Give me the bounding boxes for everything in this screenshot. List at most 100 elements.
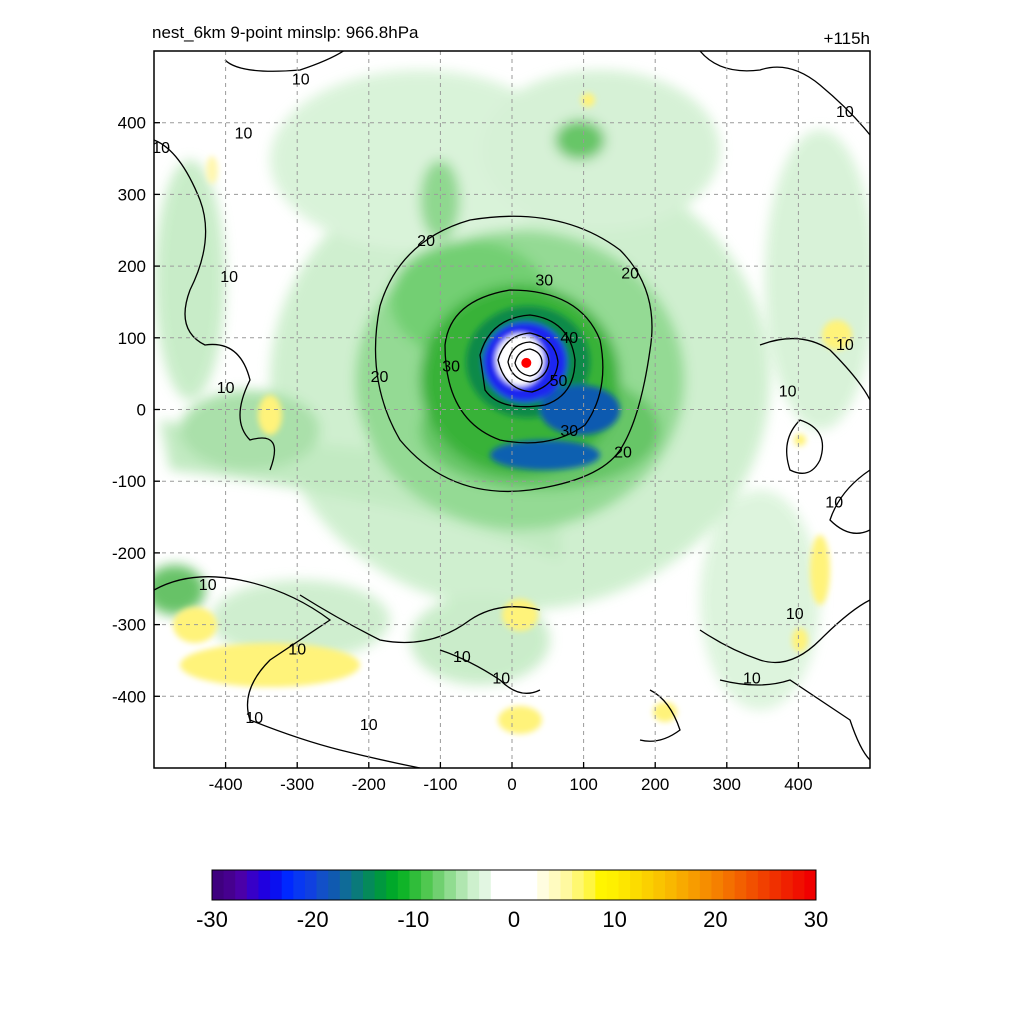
y-tick-label: -400 <box>112 687 146 706</box>
colorbar-swatch <box>630 870 643 900</box>
contour-label: 10 <box>152 140 170 157</box>
contour-label: 30 <box>535 272 553 289</box>
colorbar-swatch <box>467 870 480 900</box>
contour-label: 10 <box>235 125 253 142</box>
colorbar-swatch <box>804 870 817 900</box>
y-tick-label: 100 <box>118 329 146 348</box>
contour-label: 10 <box>288 642 306 659</box>
contour-label: 10 <box>825 495 843 512</box>
colorbar-swatch <box>374 870 387 900</box>
colorbar-swatch <box>665 870 678 900</box>
contour-label: 10 <box>220 269 238 286</box>
colorbar-swatch <box>572 870 585 900</box>
contour-label: 10 <box>779 384 797 401</box>
contour-label: 10 <box>786 606 804 623</box>
y-tick-label: -200 <box>112 544 146 563</box>
contour-label: 20 <box>614 445 632 462</box>
contour-label: 10 <box>292 72 310 89</box>
storm-center-marker <box>521 357 532 368</box>
x-tick-label: -300 <box>280 775 314 794</box>
colorbar-swatch <box>781 870 794 900</box>
colorbar-swatch <box>397 870 410 900</box>
colorbar-swatch <box>339 870 352 900</box>
colorbar-tick-label: 30 <box>804 907 828 932</box>
colorbar-tick-label: 0 <box>508 907 520 932</box>
colorbar-swatch <box>281 870 294 900</box>
colorbar-swatch <box>653 870 666 900</box>
y-axis: 400 300 200 100 0 -100 -200 -300 -400 <box>112 114 160 706</box>
y-tick-label: 300 <box>118 185 146 204</box>
x-tick-label: -100 <box>423 775 457 794</box>
colorbar-swatch <box>479 870 492 900</box>
colorbar-tick-label: -20 <box>297 907 329 932</box>
x-tick-label: 300 <box>713 775 741 794</box>
contour-label: 10 <box>836 337 854 354</box>
contour-label: 10 <box>245 710 263 727</box>
colorbar-swatch <box>316 870 329 900</box>
colorbar-tick-label: -30 <box>196 907 228 932</box>
contour-label: 40 <box>560 330 578 347</box>
contour-label: 10 <box>836 104 854 121</box>
colorbar-ticks: -30 -20 -10 0 10 20 30 <box>196 907 828 932</box>
y-tick-label: 400 <box>118 114 146 133</box>
contour-label: 10 <box>492 670 510 687</box>
contour-label: 10 <box>453 649 471 666</box>
x-tick-label: -200 <box>352 775 386 794</box>
colorbar-swatch <box>676 870 689 900</box>
colorbar-swatch <box>328 870 341 900</box>
colorbar-frame <box>211 869 817 901</box>
x-tick-label: 0 <box>507 775 516 794</box>
contour-label: 30 <box>442 358 460 375</box>
contour-label: 50 <box>550 373 568 390</box>
contour-label: 10 <box>360 717 378 734</box>
colorbar-swatch <box>746 870 759 900</box>
colorbar-swatch <box>363 870 376 900</box>
y-tick-label: -100 <box>112 472 146 491</box>
contour-label: 20 <box>371 369 389 386</box>
colorbar-swatch <box>618 870 631 900</box>
colorbar-swatch <box>293 870 306 900</box>
field-shading <box>154 51 870 768</box>
colorbar-swatch <box>537 870 550 900</box>
x-tick-label: -400 <box>209 775 243 794</box>
contour-label: 20 <box>417 233 435 250</box>
colorbar-swatch <box>490 870 503 900</box>
contour-labels: 10 10 10 10 10 20 30 20 40 30 50 20 30 20 10 10 10 10 10 10… <box>152 72 854 734</box>
colorbar-swatch <box>351 870 364 900</box>
colorbar-swatch <box>548 870 561 900</box>
colorbar <box>212 870 817 900</box>
colorbar-swatch <box>270 870 283 900</box>
colorbar-swatch <box>421 870 434 900</box>
colorbar-swatch <box>409 870 422 900</box>
contour-label: 30 <box>560 423 578 440</box>
colorbar-swatch <box>641 870 654 900</box>
contour-label: 10 <box>199 577 217 594</box>
colorbar-swatch <box>595 870 608 900</box>
colorbar-tick-label: 10 <box>602 907 626 932</box>
contour-label: 10 <box>217 380 235 397</box>
colorbar-swatch <box>699 870 712 900</box>
colorbar-swatch <box>455 870 469 900</box>
colorbar-tick-label: 20 <box>703 907 727 932</box>
colorbar-swatch <box>688 870 701 900</box>
x-tick-label: 400 <box>784 775 812 794</box>
colorbar-swatch <box>583 870 596 900</box>
x-axis: -400 -300 -200 -100 0 100 200 300 400 <box>209 762 813 794</box>
colorbar-swatch <box>757 870 771 900</box>
colorbar-tick-label: -10 <box>397 907 429 932</box>
contour-label: 10 <box>743 670 761 687</box>
colorbar-swatch <box>444 870 457 900</box>
y-tick-label: 200 <box>118 257 146 276</box>
colorbar-swatch <box>769 870 782 900</box>
contour-label: 20 <box>621 265 639 282</box>
colorbar-swatch <box>432 870 445 900</box>
colorbar-swatch <box>235 870 248 900</box>
colorbar-swatch <box>246 870 259 900</box>
y-tick-label: 0 <box>137 401 146 420</box>
chart-title-right: +115h <box>824 29 870 48</box>
x-tick-label: 200 <box>641 775 669 794</box>
y-tick-label: -300 <box>112 616 146 635</box>
colorbar-swatch <box>304 870 318 900</box>
chart-title-left: nest_6km 9-point minslp: 966.8hPa <box>152 23 419 42</box>
